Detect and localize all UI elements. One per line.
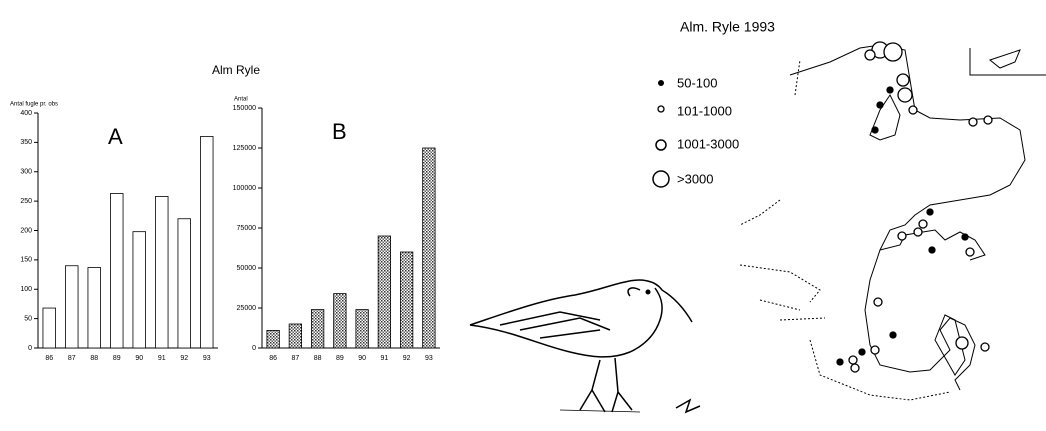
y-tick-label: 0 (28, 345, 32, 352)
legend-label: 101-1000 (677, 103, 732, 118)
legend-symbol (652, 170, 670, 188)
x-tick-label: 93 (425, 355, 433, 362)
y-tick-label: 300 (20, 169, 32, 176)
y-tick-label: 125000 (233, 145, 256, 152)
bar (110, 193, 124, 349)
y-tick-label: 400 (20, 110, 32, 117)
bar (42, 307, 56, 349)
y-tick-label: 100000 (233, 185, 256, 192)
legend-label: 1001-3000 (677, 136, 739, 151)
x-tick-label: 87 (68, 355, 76, 362)
x-tick-label: 90 (358, 355, 366, 362)
x-tick-label: 91 (380, 355, 388, 362)
x-tick-label: 86 (269, 355, 277, 362)
annotation: A (108, 124, 123, 149)
bar (266, 329, 280, 349)
bar (177, 218, 191, 349)
x-tick-label: 87 (291, 355, 299, 362)
x-tick-label: 92 (403, 355, 411, 362)
legend-symbol (657, 105, 665, 113)
x-tick-label: 91 (158, 355, 166, 362)
bar (377, 235, 392, 349)
legend-symbol (655, 139, 667, 151)
y-tick-label: 200 (20, 227, 32, 234)
bar (355, 309, 369, 349)
legend-symbol (658, 80, 664, 86)
y-tick-label: 50 (24, 315, 32, 322)
y-tick-label: 250 (20, 198, 32, 205)
x-tick-label: 89 (113, 355, 121, 362)
map-points (836, 41, 993, 373)
y-axis-label: Antal fugle pr. obs (10, 102, 58, 108)
bar (155, 196, 169, 349)
bird-drawing (469, 279, 701, 414)
x-tick-label: 93 (203, 355, 211, 362)
x-tick-label: 86 (45, 355, 53, 362)
bar (422, 147, 436, 349)
bar (200, 136, 214, 349)
x-tick-label: 88 (314, 355, 322, 362)
bar (399, 251, 414, 349)
bar (87, 267, 101, 349)
charts: Antal fugle pr. obs A 0 50 100 150 200 250 300 35… (10, 97, 440, 362)
x-tick-label: 88 (90, 355, 98, 362)
y-tick-label: 75000 (237, 225, 257, 232)
legend-label: 50-100 (677, 75, 717, 90)
map-title: Alm. Ryle 1993 (680, 19, 775, 35)
bar (288, 323, 303, 349)
y-tick-label: 50000 (237, 265, 257, 272)
y-tick-label: 100 (20, 286, 32, 293)
map (739, 44, 1046, 401)
figure-title: Alm Ryle (212, 63, 260, 77)
bar (65, 265, 79, 349)
x-tick-label: 92 (180, 355, 188, 362)
y-axis-label: Antal (234, 97, 248, 103)
annotation: B (332, 119, 347, 144)
y-tick-label: 150 (20, 257, 32, 264)
bar (310, 309, 325, 349)
y-tick-label: 0 (252, 345, 256, 352)
y-tick-label: 350 (20, 139, 32, 146)
bar (132, 231, 146, 349)
x-tick-label: 90 (135, 355, 143, 362)
legend-label: >3000 (677, 171, 714, 186)
y-tick-label: 150000 (233, 105, 256, 112)
bar (333, 293, 347, 349)
map-legend: 50-100 101-1000 1001-3000 >3000 (652, 75, 739, 188)
y-tick-label: 25000 (237, 305, 257, 312)
x-tick-label: 89 (336, 355, 344, 362)
